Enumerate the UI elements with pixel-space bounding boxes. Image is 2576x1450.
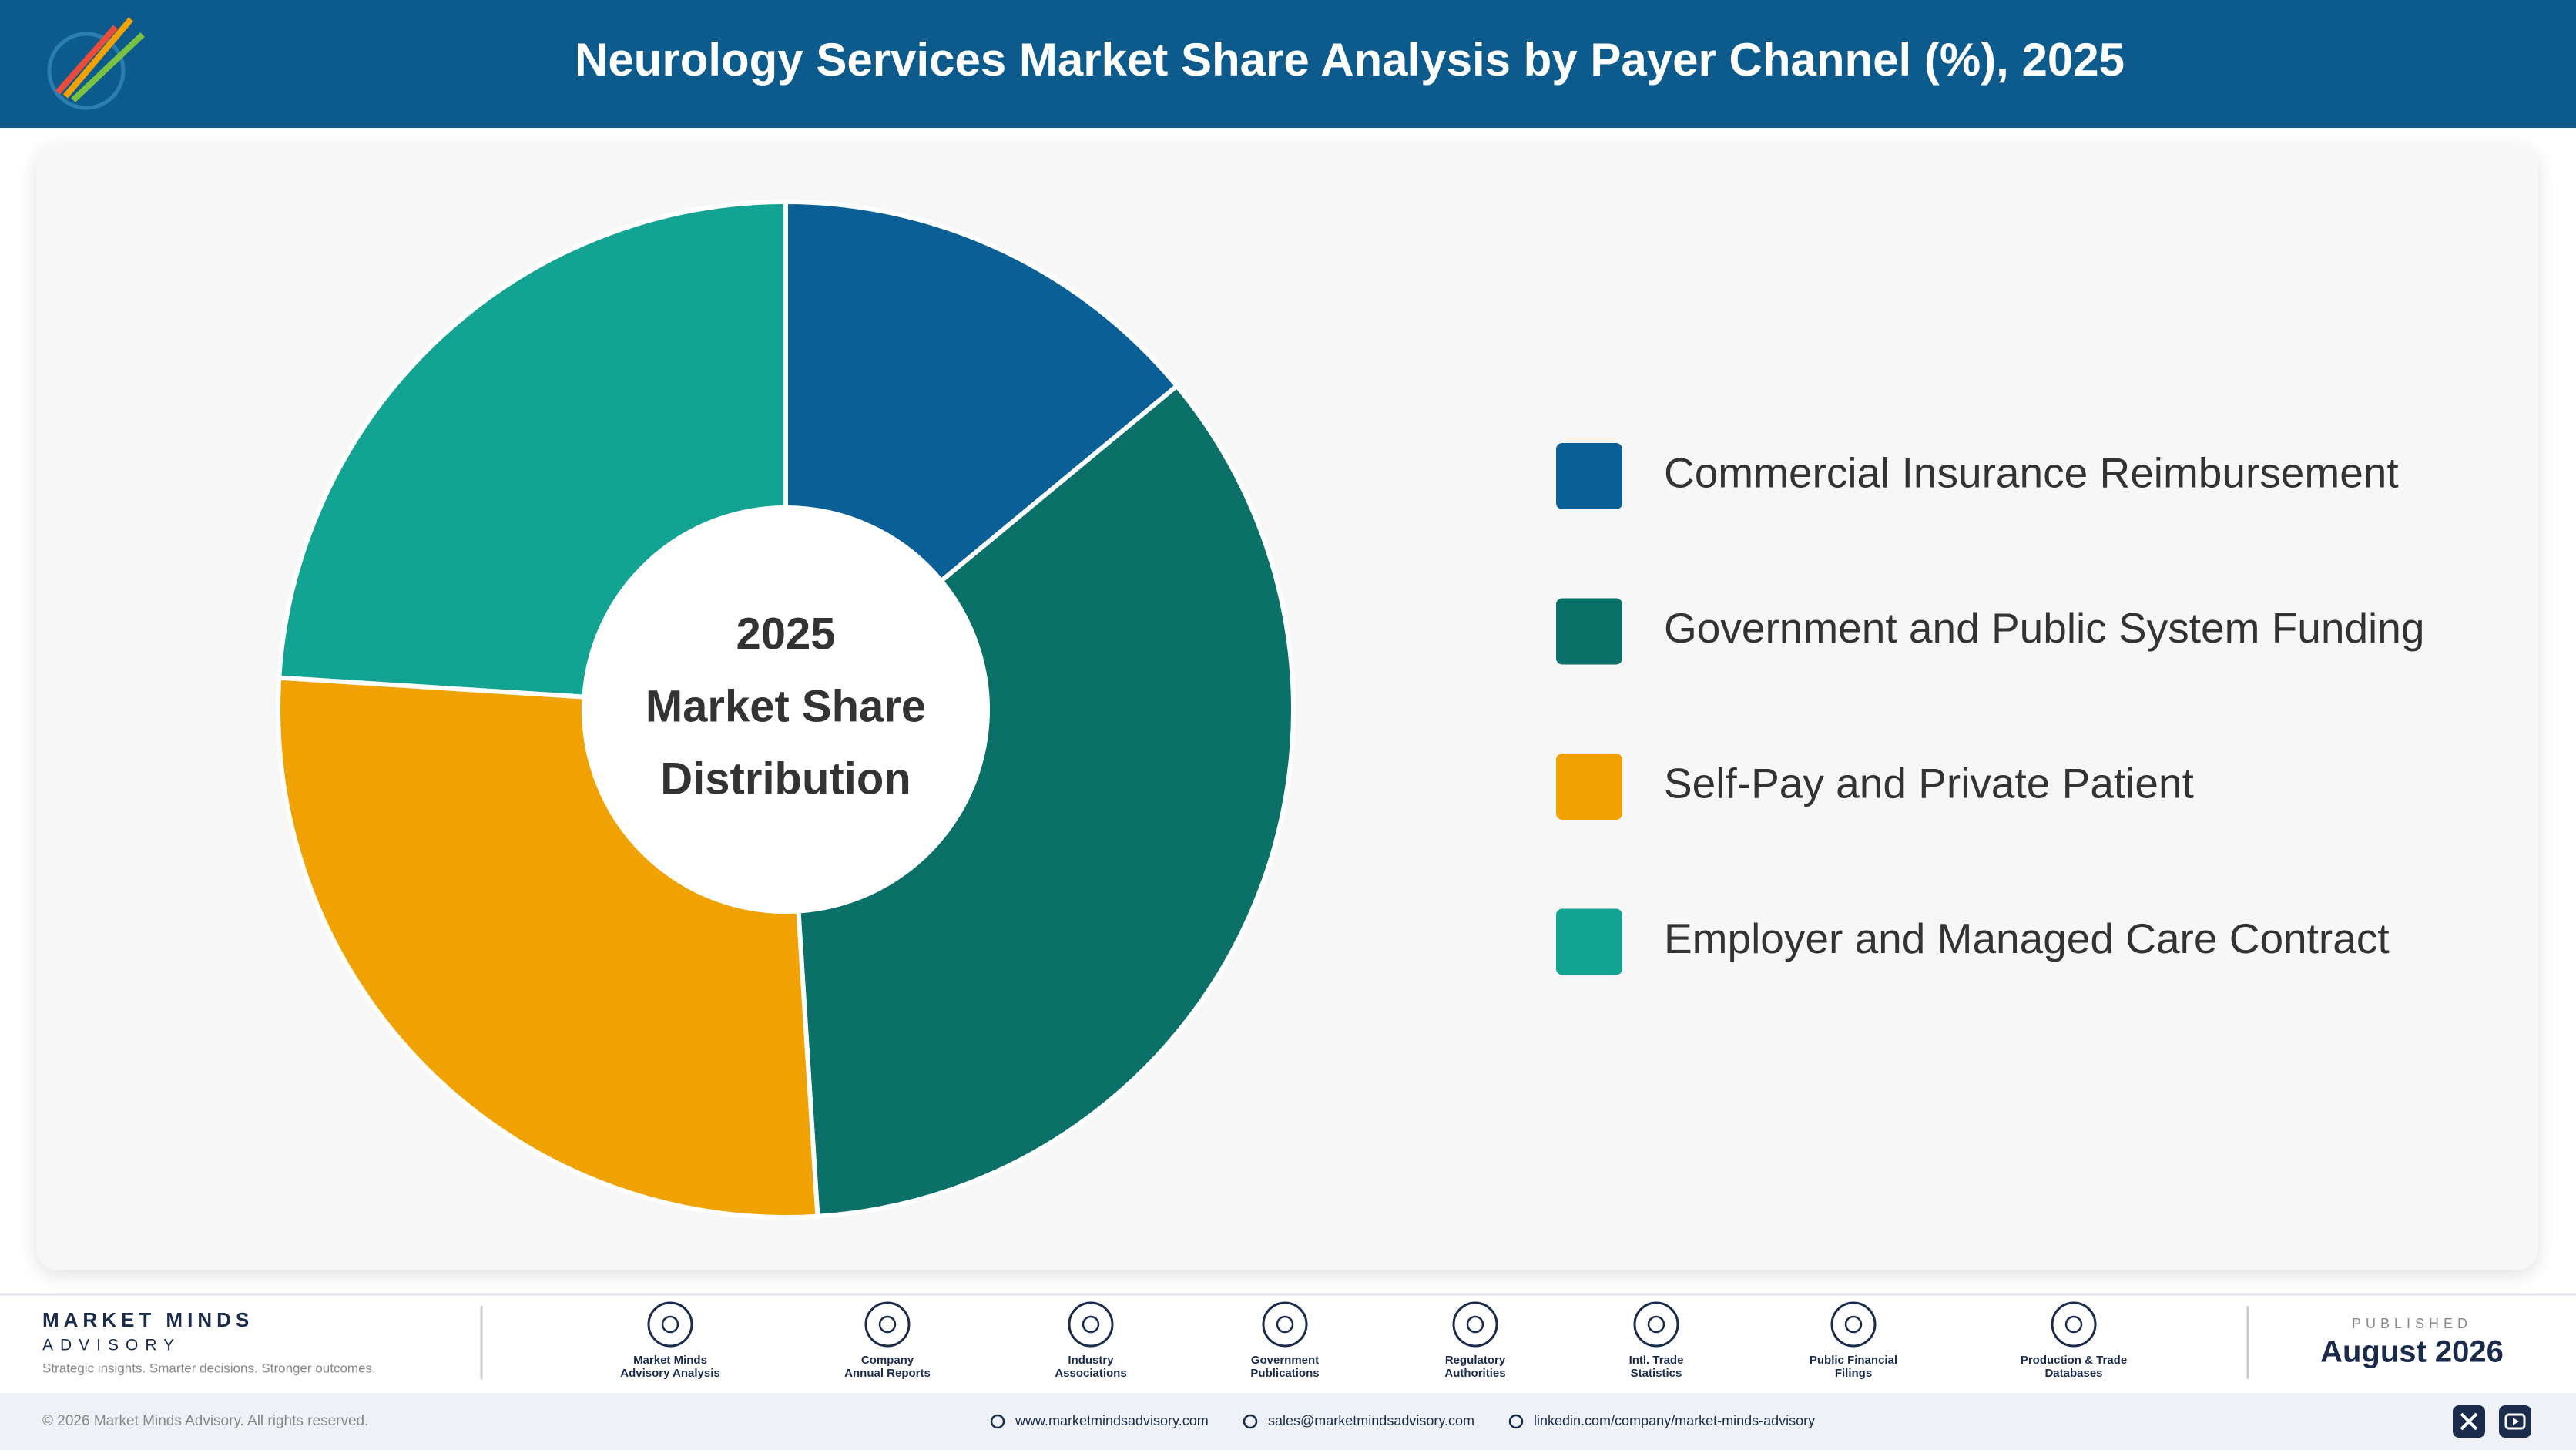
brand: MARKET MINDS <box>42 1308 253 1331</box>
source-icon-glyph <box>1276 1315 1294 1334</box>
legend-label: Self-Pay and Private Patient <box>1664 760 2194 807</box>
source-label: Annual Reports <box>844 1367 931 1380</box>
source-label: Advisory Analysis <box>620 1367 720 1380</box>
brand-sub: ADVISORY <box>42 1337 181 1354</box>
social-youtube[interactable] <box>2499 1405 2531 1438</box>
chart: 2025 Market Share Distribution Commercial I… <box>276 199 2424 1220</box>
contact-link[interactable]: linkedin.com/company/market-minds-adviso… <box>1534 1413 1815 1428</box>
copyright: © 2026 Market Minds Advisory. All rights… <box>42 1413 368 1429</box>
legend-swatch <box>1556 443 1622 509</box>
source-icon <box>1262 1301 1308 1348</box>
logo <box>47 17 145 110</box>
source-icon-glyph <box>1647 1315 1665 1334</box>
pie-slice <box>783 199 1180 585</box>
source-label: Regulatory <box>1445 1354 1506 1367</box>
legend-label: Commercial Insurance Reimbursement <box>1664 449 2399 497</box>
legend-swatch <box>1556 598 1622 665</box>
donut-hole <box>586 510 985 909</box>
source-label: Intl. Trade <box>1629 1354 1684 1367</box>
source-icon-glyph <box>878 1315 897 1334</box>
contact-icon <box>1243 1414 1258 1429</box>
center-label: Market Share <box>646 681 926 731</box>
published-date: August 2026 <box>2320 1335 2504 1369</box>
contact-icon <box>990 1414 1005 1429</box>
social-x[interactable] <box>2453 1405 2485 1438</box>
tagline: Strategic insights. Smarter decisions. S… <box>42 1361 376 1375</box>
source-icon-glyph <box>1082 1315 1100 1334</box>
center-label: Distribution <box>660 754 911 804</box>
page-title: Neurology Services Market Share Analysis… <box>575 34 2125 86</box>
source-icon-glyph <box>2064 1315 2083 1334</box>
source-icon-glyph <box>1844 1315 1863 1334</box>
source-icon <box>2051 1301 2097 1348</box>
header-bar <box>0 0 2576 128</box>
source-label: Industry <box>1068 1354 1114 1367</box>
source-label: Statistics <box>1631 1367 1682 1380</box>
source-icon <box>1068 1301 1114 1348</box>
contact-link[interactable]: sales@marketmindsadvisory.com <box>1268 1413 1474 1428</box>
source-label: Databases <box>2044 1367 2102 1380</box>
source-label: Market Minds <box>633 1354 707 1367</box>
source-label: Production & Trade <box>2021 1354 2127 1367</box>
source-label: Government <box>1251 1354 1319 1367</box>
source-icon <box>1830 1301 1877 1348</box>
legend-label: Employer and Managed Care Contract <box>1664 915 2390 962</box>
legend-swatch <box>1556 908 1622 975</box>
contact-link[interactable]: www.marketmindsadvisory.com <box>1015 1413 1209 1428</box>
source-icon <box>647 1301 693 1348</box>
contact-icon <box>1508 1414 1524 1429</box>
source-label: Company <box>861 1354 914 1367</box>
source-icon-glyph <box>1466 1315 1484 1334</box>
source-icon <box>1452 1301 1498 1348</box>
pie-slice <box>276 675 820 1220</box>
bottom-bar <box>0 1393 2576 1450</box>
source-icon <box>1633 1301 1679 1348</box>
source-label: Publications <box>1250 1367 1319 1380</box>
source-icon-glyph <box>661 1315 679 1334</box>
legend-swatch <box>1556 754 1622 820</box>
source-label: Filings <box>1835 1367 1872 1380</box>
published-label: PUBLISHED <box>2352 1316 2472 1331</box>
pie-slice <box>277 199 788 700</box>
center-label: 2025 <box>736 609 835 659</box>
source-label: Public Financial <box>1810 1354 1897 1367</box>
pie-slice <box>796 382 1296 1219</box>
source-label: Associations <box>1055 1367 1126 1380</box>
legend-label: Government and Public System Funding <box>1664 604 2424 652</box>
source-icon <box>864 1301 911 1348</box>
source-label: Authorities <box>1444 1367 1505 1380</box>
